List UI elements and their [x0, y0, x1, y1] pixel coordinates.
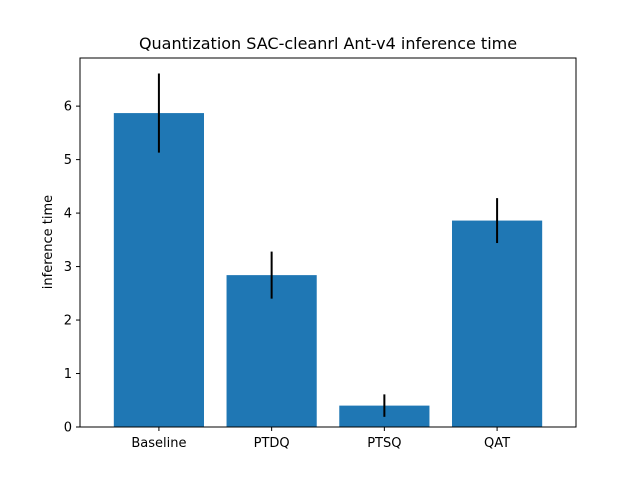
x-axis: Baseline PTDQ PTSQ QAT	[131, 427, 510, 451]
y-tick-label: 3	[64, 260, 72, 275]
bars-group	[113, 113, 543, 427]
y-tick-label: 1	[64, 367, 72, 382]
y-axis: 0 1 2 3 4 5 6	[64, 100, 80, 436]
y-tick-label: 0	[64, 421, 72, 436]
y-tick-label: 6	[64, 100, 72, 115]
y-tick-label: 2	[64, 314, 72, 329]
x-tick-label: QAT	[484, 436, 510, 451]
y-tick-label: 5	[64, 153, 72, 168]
chart-title: Quantization SAC-cleanrl Ant-v4 inferenc…	[139, 34, 517, 53]
bar-ptdq	[226, 275, 317, 427]
y-tick-label: 4	[64, 207, 72, 222]
plot-frame	[79, 57, 577, 428]
x-tick-label: Baseline	[131, 436, 186, 451]
x-tick-label: PTSQ	[367, 436, 401, 451]
y-axis-label: inference time	[41, 195, 56, 289]
bar-qat	[452, 220, 543, 427]
error-bars-group	[157, 73, 499, 417]
x-tick-label: PTDQ	[254, 436, 290, 451]
bar-baseline	[113, 113, 204, 427]
